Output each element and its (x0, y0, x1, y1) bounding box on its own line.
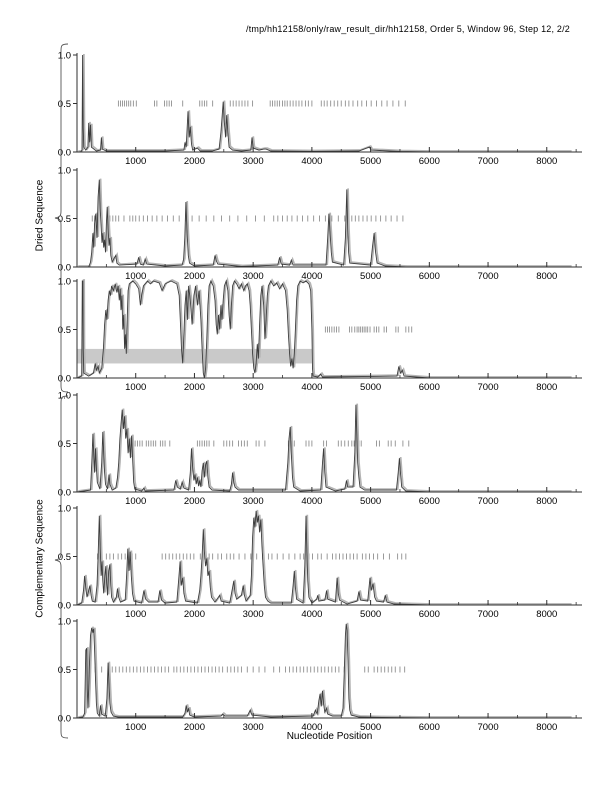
rug-marks (91, 215, 404, 222)
trace-line (76, 510, 571, 606)
x-tick-label: 2000 (184, 382, 205, 393)
x-tick-label: 1000 (125, 156, 146, 167)
x-tick-label: 6000 (419, 271, 440, 282)
x-tick-label: 7000 (477, 271, 498, 282)
x-tick-label: 6000 (419, 609, 440, 620)
x-tick-label: 2000 (184, 722, 205, 733)
y-tick-label: 0.0 (58, 714, 71, 725)
brace-complementary-sequence (54, 395, 69, 739)
x-tick-label: 2000 (184, 609, 205, 620)
trace-line (76, 279, 571, 379)
x-tick-label: 5000 (360, 156, 381, 167)
y-tick-label: 0.5 (58, 552, 71, 563)
rug-marks (97, 553, 407, 560)
x-tick-label: 3000 (243, 156, 264, 167)
rug-marks (94, 666, 406, 673)
x-tick-label: 5000 (360, 722, 381, 733)
x-tick-label: 7000 (477, 722, 498, 733)
highlight-band (77, 348, 312, 364)
x-tick-label: 3000 (243, 496, 264, 507)
y-tick-label: 0.5 (58, 214, 71, 225)
x-tick-label: 4000 (301, 609, 322, 620)
x-tick-label: 4000 (301, 496, 322, 507)
x-tick-label: 1000 (125, 382, 146, 393)
brace-dried-sequence (54, 43, 69, 393)
x-tick-label: 3000 (243, 722, 264, 733)
y-tick-label: 0.0 (58, 488, 71, 499)
y-tick-label: 0.5 (58, 665, 71, 676)
trace-line-shadow (78, 622, 572, 718)
x-tick-label: 8000 (536, 609, 557, 620)
x-tick-label: 4000 (301, 722, 322, 733)
x-tick-label: 5000 (360, 271, 381, 282)
rug-marks (117, 100, 406, 107)
x-tick-label: 3000 (243, 382, 264, 393)
y-tick-label: 0.5 (58, 99, 71, 110)
x-axis-label: Nucleotide Position (286, 731, 373, 742)
x-tick-label: 7000 (477, 382, 498, 393)
x-tick-label: 1000 (125, 496, 146, 507)
x-tick-label: 5000 (360, 609, 381, 620)
x-tick-label: 7000 (477, 496, 498, 507)
panel-dried-2: 1.0 0.5 0.0 1000 2000 3000 4000 5000 6000 7000 800… (58, 166, 582, 282)
y-tick-label: 0.0 (58, 263, 71, 274)
y-tick-label: 0.0 (58, 374, 71, 385)
trace-line (77, 179, 571, 268)
x-tick-label: 4000 (301, 271, 322, 282)
trace-line (77, 54, 571, 153)
y-tick-label: 0.5 (58, 439, 71, 450)
trace-line-shadow (78, 178, 572, 267)
panel-complementary-2: 1.0 0.5 0.0 1000 2000 3000 4000 5000 6000 7000 800… (58, 504, 582, 620)
panel-dried-3: 1.0 0.5 0.0 1000 2000 3000 4000 5000 6000 7000 800… (58, 277, 582, 393)
rug-marks (324, 326, 413, 333)
trace-line (76, 404, 571, 493)
x-tick-label: 8000 (536, 271, 557, 282)
y-tick-label: 1.0 (58, 166, 71, 177)
x-tick-label: 7000 (477, 156, 498, 167)
x-tick-label: 8000 (536, 382, 557, 393)
trace-line-shadow (78, 53, 572, 152)
x-tick-label: 5000 (360, 496, 381, 507)
x-tick-label: 6000 (419, 722, 440, 733)
x-tick-label: 8000 (536, 722, 557, 733)
x-tick-label: 3000 (243, 609, 264, 620)
x-tick-label: 2000 (184, 156, 205, 167)
x-tick-label: 4000 (301, 156, 322, 167)
panel-complementary-3: 1.0 0.5 0.0 1000 2000 3000 4000 5000 6000 7000 800… (58, 617, 582, 733)
y-tick-label: 1.0 (58, 51, 71, 62)
y-tick-label: 1.0 (58, 504, 71, 515)
x-tick-label: 8000 (536, 496, 557, 507)
x-tick-label: 2000 (184, 496, 205, 507)
x-tick-label: 6000 (419, 382, 440, 393)
x-tick-label: 1000 (125, 271, 146, 282)
y-tick-label: 1.0 (58, 617, 71, 628)
x-tick-label: 3000 (243, 271, 264, 282)
x-tick-label: 1000 (125, 609, 146, 620)
x-tick-label: 4000 (301, 382, 322, 393)
trace-line-shadow (77, 509, 572, 605)
y-tick-label: 1.0 (58, 277, 71, 288)
rug-marks (132, 440, 410, 447)
trace-line (76, 623, 571, 719)
panel-dried-1: 1.0 0.5 0.0 1000 2000 3000 4000 5000 6000 7000 800… (58, 51, 582, 167)
y-tick-label: 0.0 (58, 601, 71, 612)
x-tick-label: 2000 (184, 271, 205, 282)
x-tick-label: 6000 (419, 496, 440, 507)
y-tick-label: 0.0 (58, 148, 71, 159)
chart-title: /tmp/hh12158/only/raw_result_dir/hh12158… (246, 24, 570, 34)
y-tick-label: 0.5 (58, 325, 71, 336)
x-tick-label: 7000 (477, 609, 498, 620)
x-tick-label: 1000 (125, 722, 146, 733)
x-tick-label: 8000 (536, 156, 557, 167)
x-tick-label: 5000 (360, 382, 381, 393)
x-tick-label: 6000 (419, 156, 440, 167)
